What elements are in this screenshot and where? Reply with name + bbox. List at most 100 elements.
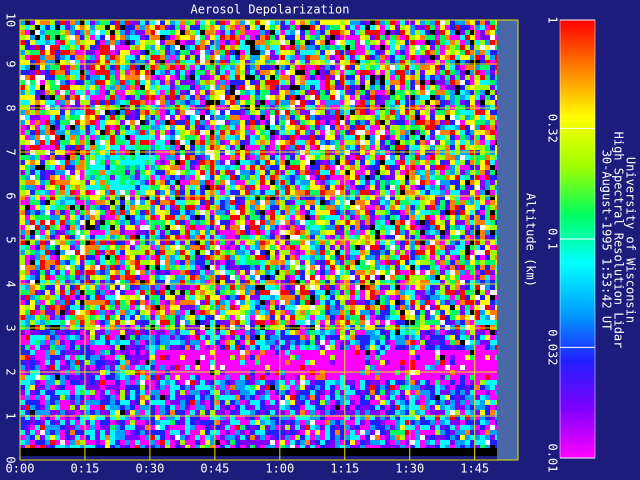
raster-cell xyxy=(170,75,175,80)
raster-cell xyxy=(70,45,75,50)
raster-cell xyxy=(35,155,40,160)
raster-cell xyxy=(225,20,230,25)
raster-cell xyxy=(110,230,115,235)
raster-cell xyxy=(75,100,80,105)
raster-cell xyxy=(335,135,340,140)
raster-cell xyxy=(325,20,330,25)
raster-cell xyxy=(305,155,310,160)
raster-cell xyxy=(425,115,430,120)
raster-cell xyxy=(200,275,205,280)
raster-cell xyxy=(195,215,200,220)
raster-cell xyxy=(265,70,270,75)
raster-cell xyxy=(295,185,300,190)
raster-cell xyxy=(120,30,125,35)
raster-cell xyxy=(200,165,205,170)
raster-cell xyxy=(490,180,495,185)
raster-cell xyxy=(355,125,360,130)
raster-cell xyxy=(310,230,315,235)
raster-cell xyxy=(35,255,40,260)
raster-cell xyxy=(130,185,135,190)
raster-cell xyxy=(255,210,260,215)
raster-cell xyxy=(470,155,475,160)
raster-cell xyxy=(275,145,280,150)
raster-cell xyxy=(325,135,330,140)
raster-cell xyxy=(140,100,145,105)
raster-cell xyxy=(475,70,480,75)
raster-cell xyxy=(150,115,155,120)
raster-cell xyxy=(385,185,390,190)
raster-cell xyxy=(215,120,220,125)
raster-cell xyxy=(255,240,260,245)
raster-cell xyxy=(330,60,335,65)
raster-cell xyxy=(295,275,300,280)
raster-cell xyxy=(200,135,205,140)
raster-cell xyxy=(480,210,485,215)
raster-cell xyxy=(385,245,390,250)
raster-cell xyxy=(490,220,495,225)
raster-cell xyxy=(365,110,370,115)
raster-cell xyxy=(305,55,310,60)
raster-cell xyxy=(220,45,225,50)
raster-cell xyxy=(30,240,35,245)
raster-cell xyxy=(200,155,205,160)
raster-cell xyxy=(140,60,145,65)
raster-cell xyxy=(75,120,80,125)
raster-cell xyxy=(285,230,290,235)
raster-cell xyxy=(105,175,110,180)
raster-cell xyxy=(30,270,35,275)
raster-cell xyxy=(385,275,390,280)
raster-cell xyxy=(320,110,325,115)
raster-cell xyxy=(185,130,190,135)
raster-cell xyxy=(105,245,110,250)
raster-cell xyxy=(440,235,445,240)
raster-cell xyxy=(295,25,300,30)
raster-cell xyxy=(490,245,495,250)
raster-cell xyxy=(280,165,285,170)
raster-cell xyxy=(180,60,185,65)
raster-cell xyxy=(425,40,430,45)
raster-cell xyxy=(450,55,455,60)
raster-cell xyxy=(285,35,290,40)
raster-cell xyxy=(485,135,490,140)
raster-cell xyxy=(255,255,260,260)
raster-cell xyxy=(385,195,390,200)
raster-cell xyxy=(375,195,380,200)
raster-cell xyxy=(420,65,425,70)
raster-cell xyxy=(60,95,65,100)
raster-cell xyxy=(135,260,140,265)
raster-cell xyxy=(65,125,70,130)
raster-cell xyxy=(455,50,460,55)
raster-cell xyxy=(175,65,180,70)
raster-cell xyxy=(165,145,170,150)
raster-cell xyxy=(480,70,485,75)
raster-cell xyxy=(470,170,475,175)
raster-cell xyxy=(180,245,185,250)
raster-cell xyxy=(60,135,65,140)
raster-cell xyxy=(470,115,475,120)
raster-cell xyxy=(300,200,305,205)
raster-cell xyxy=(100,170,105,175)
raster-cell xyxy=(300,240,305,245)
raster-cell xyxy=(105,145,110,150)
raster-cell xyxy=(435,195,440,200)
raster-cell xyxy=(225,125,230,130)
raster-cell xyxy=(105,160,110,165)
raster-cell xyxy=(100,180,105,185)
raster-cell xyxy=(205,120,210,125)
raster-cell xyxy=(215,20,220,25)
raster-cell xyxy=(275,165,280,170)
raster-cell xyxy=(295,45,300,50)
raster-cell xyxy=(325,240,330,245)
raster-cell xyxy=(425,35,430,40)
raster-cell xyxy=(385,45,390,50)
raster-cell xyxy=(295,165,300,170)
raster-cell xyxy=(420,200,425,205)
raster-cell xyxy=(490,185,495,190)
raster-cell xyxy=(285,245,290,250)
raster-cell xyxy=(110,200,115,205)
raster-cell xyxy=(40,185,45,190)
raster-cell xyxy=(335,255,340,260)
raster-cell xyxy=(365,200,370,205)
raster-cell xyxy=(310,275,315,280)
raster-cell xyxy=(70,230,75,235)
